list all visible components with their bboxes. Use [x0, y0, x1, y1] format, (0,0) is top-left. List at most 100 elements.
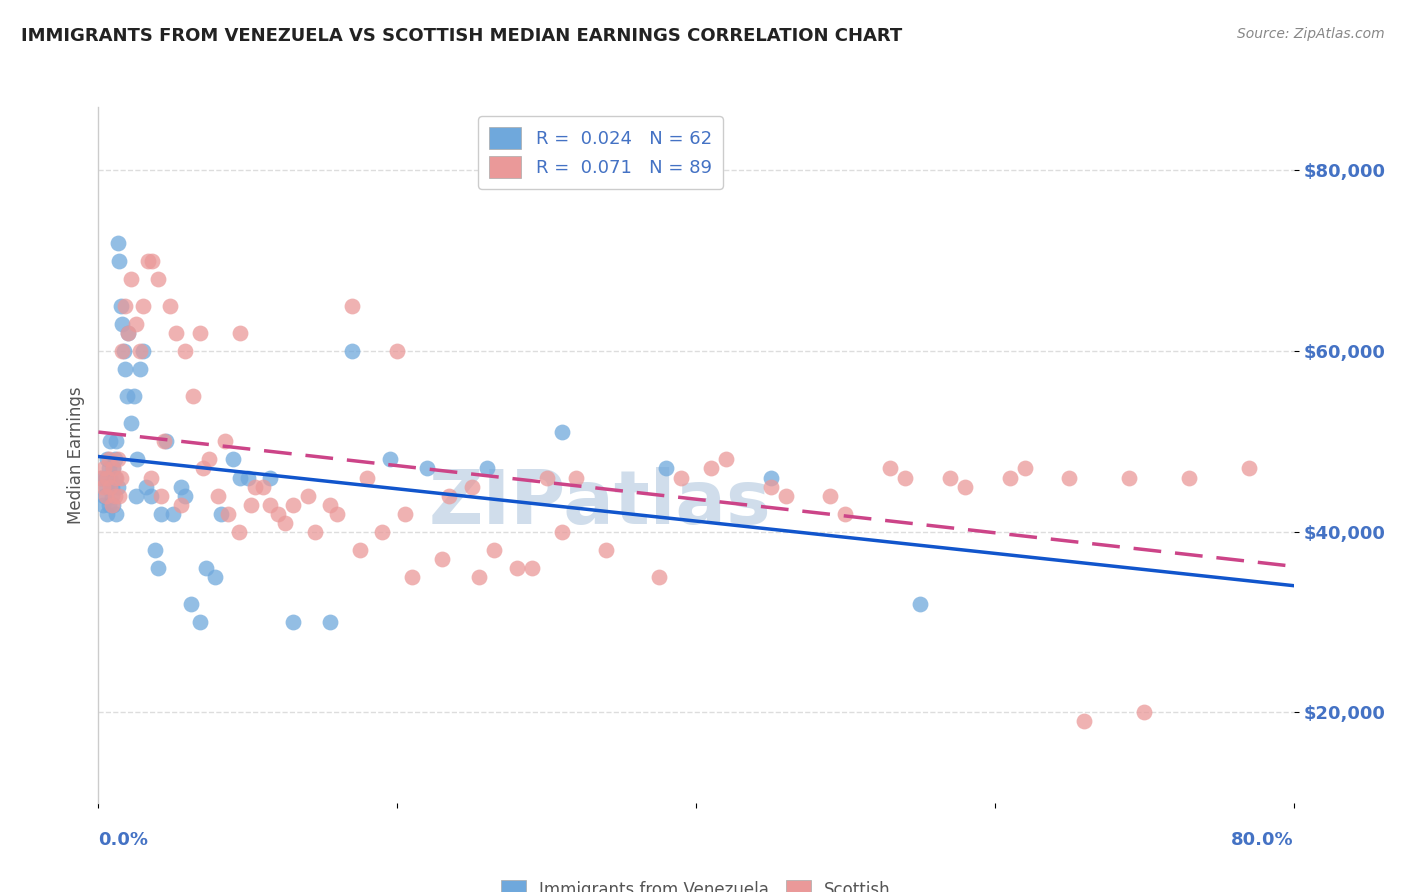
- Point: [1073, 714, 1095, 729]
- Point: [91, 479, 114, 493]
- Point: [125, 489, 148, 503]
- Point: [150, 489, 173, 503]
- Point: [129, 344, 152, 359]
- Point: [114, 299, 136, 313]
- Point: [127, 452, 149, 467]
- Point: [94, 479, 117, 493]
- Point: [259, 498, 281, 512]
- Point: [93, 461, 115, 475]
- Point: [188, 326, 211, 340]
- Point: [416, 461, 439, 475]
- Point: [229, 326, 252, 340]
- Point: [96, 452, 118, 467]
- Point: [669, 470, 692, 484]
- Text: IMMIGRANTS FROM VENEZUELA VS SCOTTISH MEDIAN EARNINGS CORRELATION CHART: IMMIGRANTS FROM VENEZUELA VS SCOTTISH ME…: [21, 27, 903, 45]
- Point: [998, 470, 1021, 484]
- Point: [111, 344, 134, 359]
- Point: [908, 597, 931, 611]
- Point: [111, 317, 134, 331]
- Text: Source: ZipAtlas.com: Source: ZipAtlas.com: [1237, 27, 1385, 41]
- Point: [148, 561, 170, 575]
- Point: [204, 570, 226, 584]
- Point: [222, 452, 245, 467]
- Point: [820, 489, 842, 503]
- Point: [97, 498, 120, 512]
- Point: [304, 524, 326, 539]
- Point: [700, 461, 723, 475]
- Point: [129, 362, 152, 376]
- Point: [281, 498, 304, 512]
- Point: [385, 344, 409, 359]
- Point: [953, 479, 976, 493]
- Point: [595, 542, 617, 557]
- Point: [98, 479, 122, 493]
- Point: [115, 389, 138, 403]
- Point: [153, 434, 176, 449]
- Point: [506, 561, 529, 575]
- Point: [96, 507, 118, 521]
- Point: [112, 344, 135, 359]
- Point: [93, 489, 115, 503]
- Point: [550, 425, 572, 440]
- Point: [117, 326, 139, 340]
- Point: [110, 299, 132, 313]
- Point: [430, 551, 453, 566]
- Point: [174, 344, 197, 359]
- Point: [132, 299, 155, 313]
- Point: [894, 470, 917, 484]
- Point: [879, 461, 901, 475]
- Point: [107, 452, 129, 467]
- Text: 80.0%: 80.0%: [1230, 830, 1294, 848]
- Point: [207, 489, 229, 503]
- Point: [103, 461, 125, 475]
- Point: [135, 479, 157, 493]
- Point: [461, 479, 484, 493]
- Point: [108, 489, 131, 503]
- Point: [108, 253, 131, 268]
- Point: [349, 542, 371, 557]
- Point: [180, 597, 202, 611]
- Point: [239, 498, 262, 512]
- Point: [647, 570, 669, 584]
- Point: [1059, 470, 1081, 484]
- Point: [139, 489, 162, 503]
- Point: [90, 470, 112, 484]
- Point: [1237, 461, 1260, 475]
- Point: [274, 516, 297, 530]
- Point: [439, 489, 461, 503]
- Point: [319, 498, 342, 512]
- Point: [96, 470, 118, 484]
- Point: [91, 498, 114, 512]
- Point: [169, 498, 191, 512]
- Point: [342, 299, 364, 313]
- Point: [169, 479, 191, 493]
- Point: [143, 542, 166, 557]
- Text: ZIPatlas: ZIPatlas: [429, 467, 772, 541]
- Point: [281, 615, 304, 629]
- Point: [655, 461, 678, 475]
- Point: [259, 470, 281, 484]
- Point: [371, 524, 394, 539]
- Point: [94, 470, 117, 484]
- Point: [136, 253, 159, 268]
- Point: [245, 479, 267, 493]
- Point: [105, 507, 128, 521]
- Point: [105, 434, 128, 449]
- Point: [229, 470, 252, 484]
- Point: [104, 489, 127, 503]
- Point: [759, 470, 782, 484]
- Point: [104, 452, 127, 467]
- Point: [188, 615, 211, 629]
- Point: [114, 362, 136, 376]
- Point: [101, 489, 124, 503]
- Point: [252, 479, 274, 493]
- Point: [90, 470, 112, 484]
- Point: [191, 461, 214, 475]
- Point: [1133, 706, 1156, 720]
- Point: [94, 489, 117, 503]
- Point: [401, 570, 423, 584]
- Point: [148, 271, 170, 285]
- Point: [209, 507, 232, 521]
- Point: [236, 470, 259, 484]
- Point: [939, 470, 962, 484]
